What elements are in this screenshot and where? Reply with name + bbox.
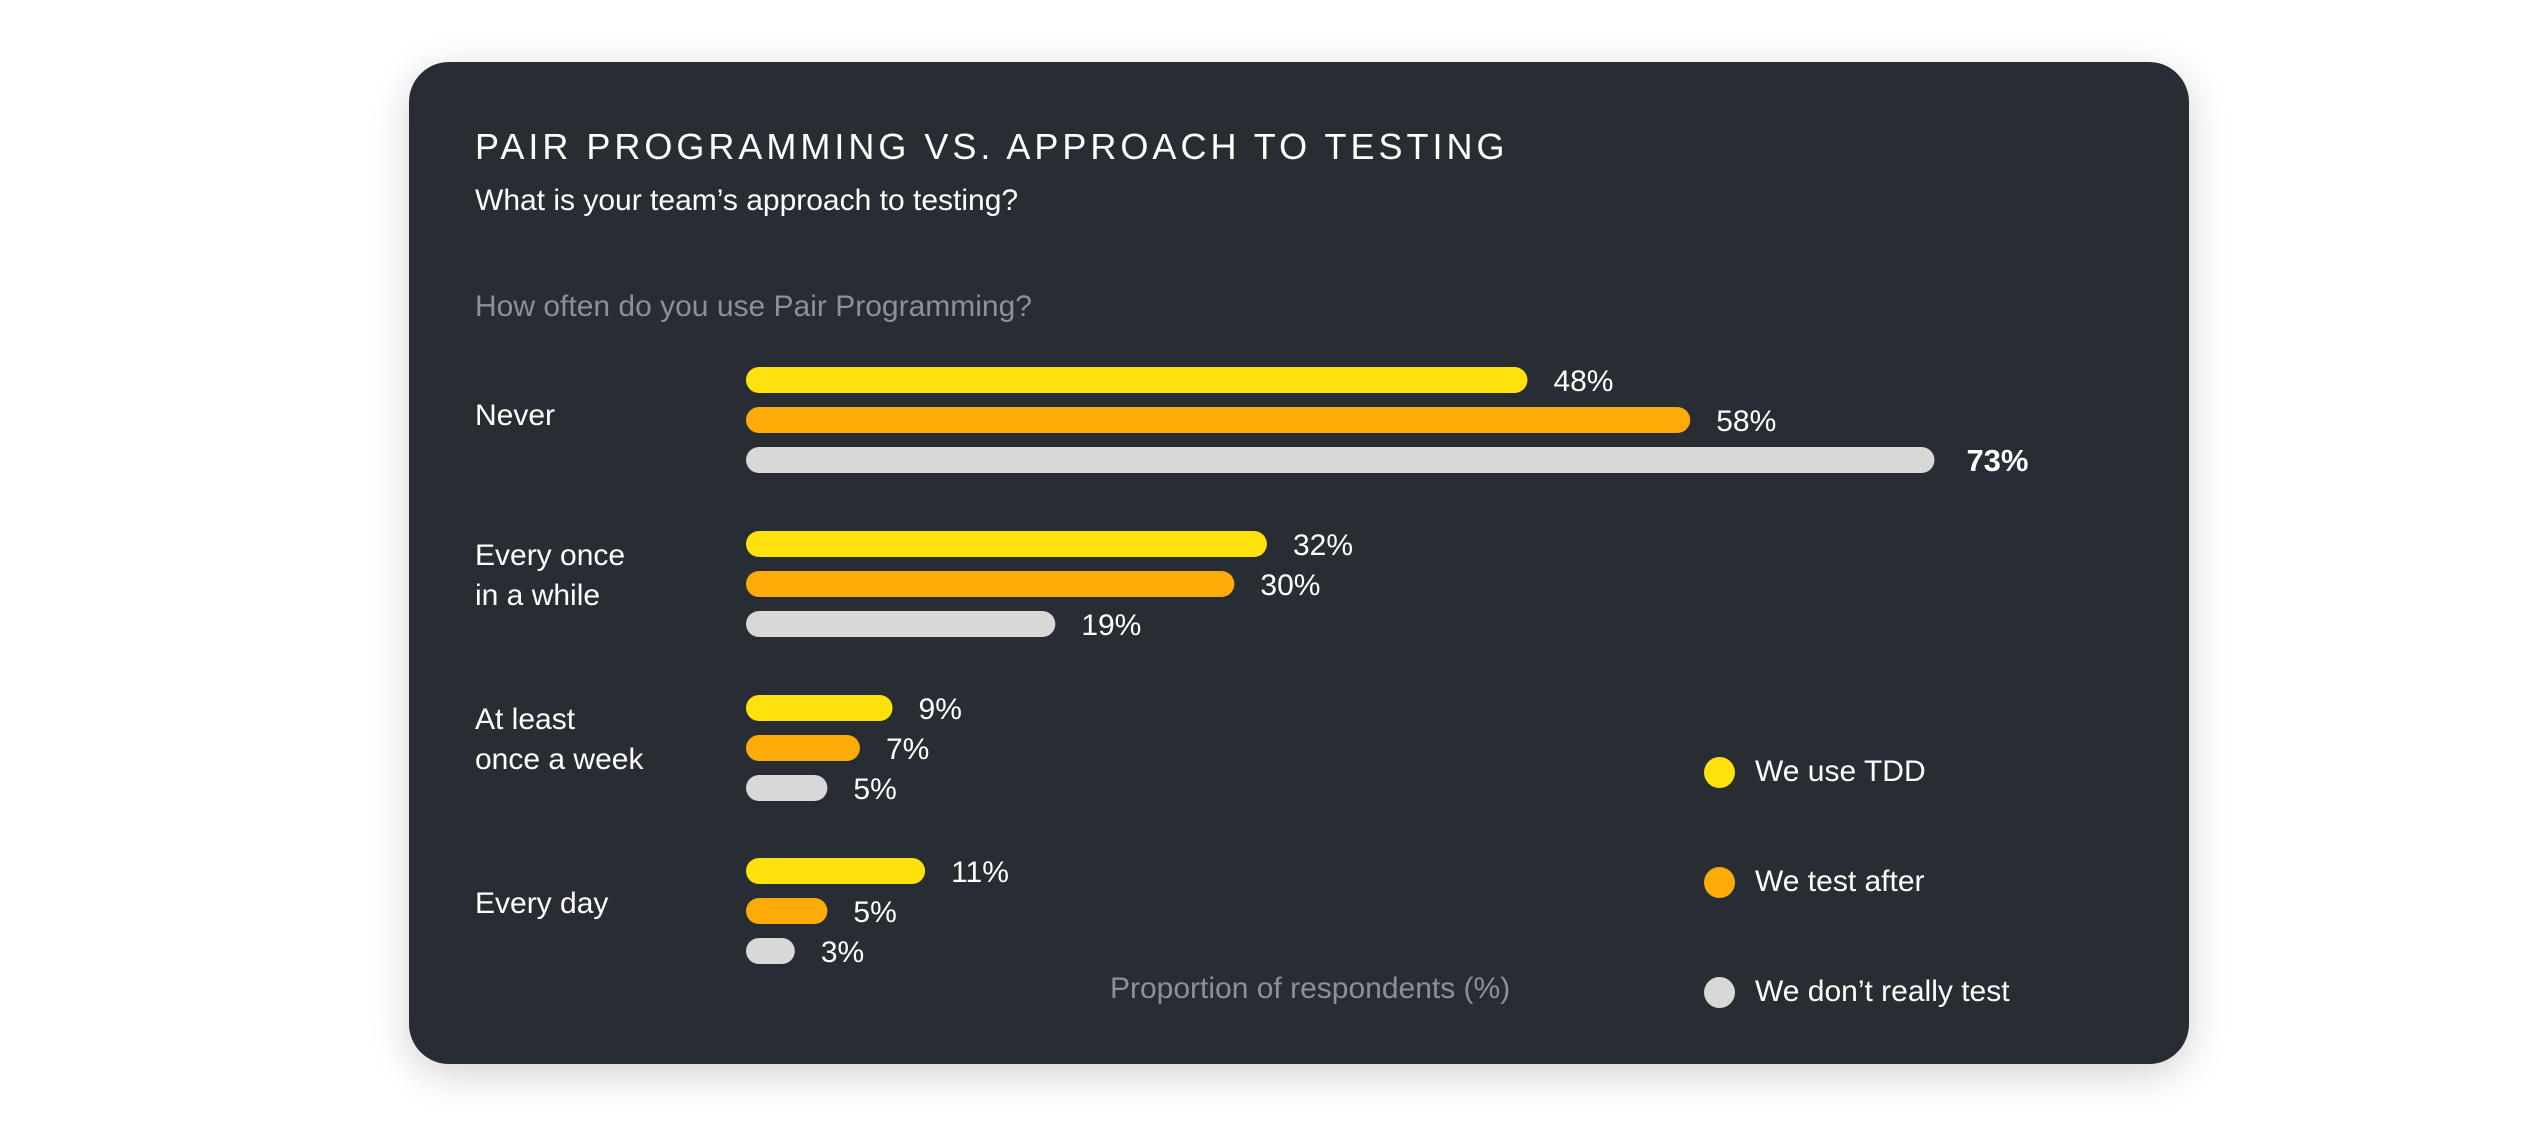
bar-every-once-in-a-while-we-use-tdd (746, 531, 1267, 557)
bar-every-day-we-use-tdd (746, 858, 926, 884)
y-axis-label: How often do you use Pair Programming? (475, 290, 1032, 323)
bar-at-least-once-a-week-we-use-tdd (746, 695, 893, 721)
category-label-every-day: Every day (475, 887, 609, 920)
bar-at-least-once-a-week-we-don-t-really-test (746, 775, 828, 801)
chart-card (409, 62, 2189, 1064)
data-label-every-day-we-test-after: 5% (853, 896, 896, 929)
category-label-never: Never (475, 399, 556, 432)
bar-every-once-in-a-while-we-don-t-really-test (746, 611, 1056, 637)
data-label-never-we-don-t-really-test: 73% (1966, 443, 2028, 478)
data-label-at-least-once-a-week-we-don-t-really-test: 5% (853, 773, 896, 806)
data-label-at-least-once-a-week-we-use-tdd: 9% (919, 693, 962, 726)
legend-label-tdd: We use TDD (1755, 755, 1926, 788)
bar-every-once-in-a-while-we-test-after (746, 571, 1235, 597)
bar-every-day-we-don-t-really-test (746, 938, 795, 964)
category-label-every-once-in-a-while: Every once in a while (475, 539, 626, 612)
bar-every-day-we-test-after (746, 898, 828, 924)
data-label-every-day-we-use-tdd: 11% (951, 856, 1009, 889)
data-label-never-we-test-after: 58% (1716, 405, 1776, 438)
chart-subtitle: What is your team’s approach to testing? (475, 184, 1019, 217)
bar-never-we-test-after (746, 407, 1691, 433)
category-label-at-least-once-a-week: At least once a week (475, 703, 644, 776)
data-label-never-we-use-tdd: 48% (1553, 365, 1613, 398)
chart-title: PAIR PROGRAMMING VS. APPROACH TO TESTING (475, 126, 1509, 167)
legend-swatch-dont-test (1704, 977, 1735, 1008)
legend-label-dont-test: We don’t really test (1755, 975, 2010, 1008)
data-label-at-least-once-a-week-we-test-after: 7% (886, 733, 929, 766)
legend-swatch-tdd (1704, 757, 1735, 788)
data-label-every-once-in-a-while-we-test-after: 30% (1260, 569, 1320, 602)
data-label-every-day-we-don-t-really-test: 3% (821, 936, 864, 969)
bar-at-least-once-a-week-we-test-after (746, 735, 860, 761)
bar-never-we-use-tdd (746, 367, 1528, 393)
bar-never-we-don-t-really-test (746, 447, 1935, 473)
x-axis-label: Proportion of respondents (%) (1110, 972, 1511, 1005)
data-label-every-once-in-a-while-we-don-t-really-test: 19% (1081, 609, 1141, 642)
data-label-every-once-in-a-while-we-use-tdd: 32% (1293, 529, 1353, 562)
legend-swatch-test-after (1704, 867, 1735, 898)
legend-label-test-after: We test after (1755, 865, 1925, 898)
